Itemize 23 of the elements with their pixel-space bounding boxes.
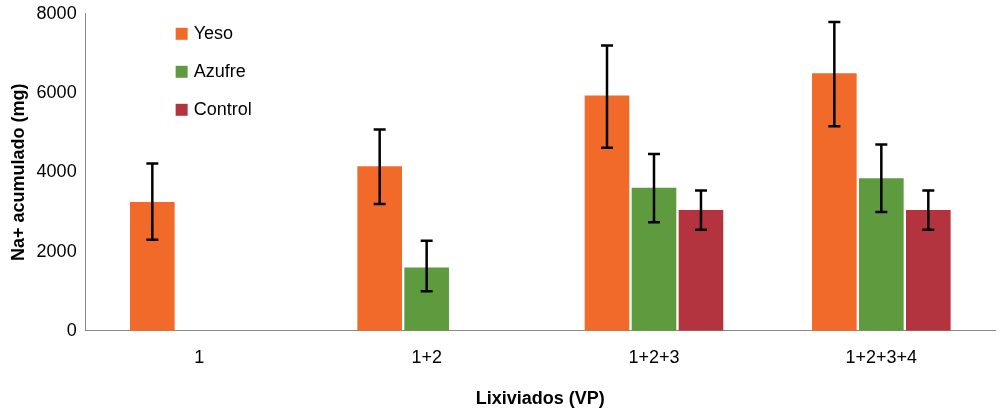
y-axis-title: Na+ acumulado (mg): [7, 83, 28, 262]
legend-label: Yeso: [193, 22, 234, 43]
y-tick-label: 8000: [36, 2, 77, 23]
x-tick-label: 1+2: [411, 346, 442, 367]
legend-label: Control: [193, 98, 252, 119]
bar: [812, 73, 857, 331]
bar: [859, 178, 904, 331]
x-tick-label: 1: [194, 346, 205, 367]
bar: [678, 209, 724, 331]
bar: [357, 166, 402, 331]
y-tick-label: 4000: [36, 161, 77, 182]
y-tick-label: 0: [66, 319, 77, 340]
bar: [130, 202, 175, 331]
x-tick-label: 1+2+3: [628, 346, 680, 367]
bar: [404, 267, 449, 331]
bar: [584, 95, 630, 331]
x-axis-title: Lixiviados (VP): [475, 388, 605, 409]
bar: [631, 187, 677, 331]
bar: [906, 209, 951, 331]
legend-label: Azufre: [193, 60, 246, 81]
x-tick-label: 1+2+3+4: [845, 346, 918, 367]
y-tick-label: 6000: [36, 82, 77, 103]
y-tick-label: 2000: [36, 240, 77, 261]
